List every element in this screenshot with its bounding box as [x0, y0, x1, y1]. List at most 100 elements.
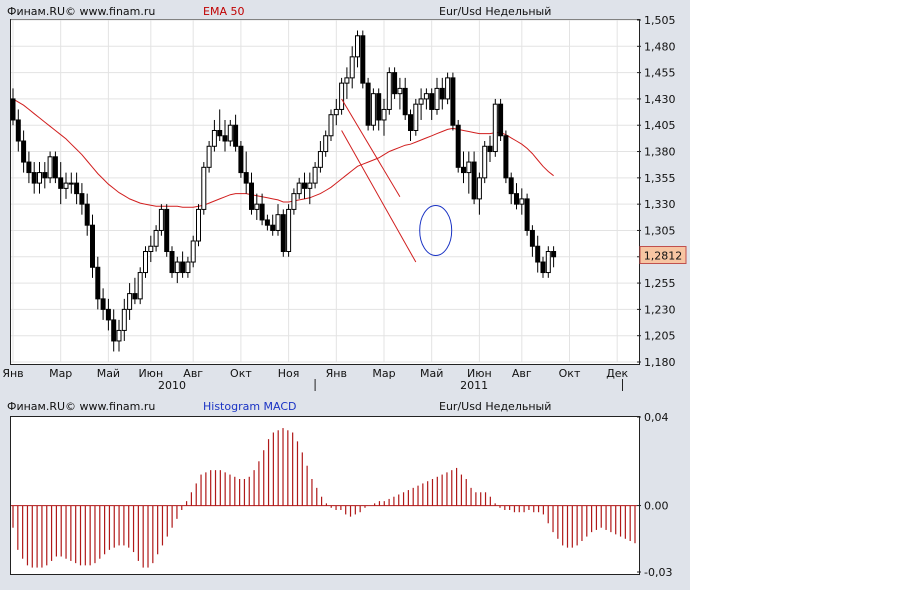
candle-body-down	[439, 87, 445, 100]
candle-body-down	[392, 72, 398, 95]
candle-body-down	[132, 293, 138, 300]
candle-body-up	[370, 93, 376, 126]
price-source-label: Финам.RU© www.finam.ru	[7, 5, 156, 18]
candle	[524, 193, 530, 236]
candle-body-down	[429, 93, 435, 110]
candle-body-down	[360, 35, 366, 84]
candle-body-up	[153, 229, 159, 247]
candle	[132, 277, 138, 305]
candle-body-down	[26, 161, 32, 174]
candle-body-down	[31, 172, 37, 184]
price-tick-label: 1,480	[644, 40, 676, 53]
candle	[514, 183, 519, 210]
last-price-tag-text: 1,2812	[644, 250, 683, 263]
candle	[164, 204, 170, 257]
candle-body-down	[222, 135, 228, 142]
candle	[10, 88, 16, 126]
candle-body-up	[121, 308, 127, 331]
candle-body-up	[37, 172, 42, 184]
candle	[275, 204, 281, 236]
chart-panel: Финам.RU© www.finam.ru EMA 50 Eur/Usd Не…	[0, 0, 690, 590]
candle	[413, 98, 419, 136]
price-tick-label: 1,505	[644, 14, 676, 27]
candle	[545, 246, 551, 278]
candle	[254, 193, 260, 220]
month-tick-label: Июн	[138, 367, 163, 380]
candle-body-up	[328, 114, 334, 137]
candle	[376, 88, 382, 131]
candle-body-up	[47, 156, 53, 179]
macd-tick-label: -0,03	[644, 566, 672, 579]
candle	[21, 130, 27, 173]
candle	[116, 319, 122, 352]
candle-body-up	[63, 182, 69, 189]
candle-body-down	[58, 177, 64, 189]
candle	[227, 119, 233, 147]
highlight-ellipse	[419, 204, 453, 256]
candle	[111, 309, 117, 352]
trendline	[341, 98, 401, 198]
candle	[503, 130, 509, 184]
macd-histogram	[12, 428, 636, 568]
candle-body-down	[105, 308, 111, 321]
macd-instrument-label: Eur/Usd Недельный	[439, 400, 552, 413]
candle	[439, 77, 445, 110]
candle-body-up	[148, 245, 154, 253]
price-tick-label: 1,205	[644, 330, 676, 343]
candle	[365, 77, 371, 131]
candle	[360, 30, 366, 89]
candle-body-up	[397, 87, 403, 95]
candle-body-down	[111, 319, 117, 342]
candle-body-down	[461, 166, 466, 174]
candle	[519, 188, 525, 215]
candle-body-down	[90, 224, 95, 268]
candle-body-up	[254, 203, 260, 210]
candle	[180, 251, 186, 278]
candle-body-up	[211, 129, 217, 147]
candle	[349, 46, 355, 89]
candle-body-down	[21, 140, 27, 163]
candle-body-down	[376, 93, 382, 121]
year-tick-label: 2010	[158, 379, 186, 392]
candle	[185, 256, 191, 278]
candle	[270, 214, 276, 236]
candle-body-down	[264, 219, 270, 226]
candle	[174, 256, 180, 284]
candle	[26, 151, 32, 184]
candle	[196, 204, 201, 247]
candle-body-down	[164, 208, 170, 253]
candle-body-down	[249, 182, 254, 210]
candle	[31, 162, 37, 194]
candle-body-down	[238, 145, 244, 174]
candle	[418, 88, 424, 120]
candle-body-down	[402, 87, 408, 116]
candle-body-down	[529, 229, 535, 247]
candle	[487, 135, 493, 163]
candle-body-up	[317, 151, 323, 168]
candle	[386, 67, 392, 115]
candle	[328, 109, 334, 142]
candle-body-down	[52, 156, 58, 179]
candle	[482, 141, 488, 184]
candle-body-up	[418, 98, 424, 105]
candle-body-up	[201, 166, 207, 210]
price-plot-frame	[10, 19, 640, 365]
candle-body-down	[15, 119, 21, 142]
month-tick-label: Окт	[230, 367, 252, 380]
candle	[95, 256, 101, 310]
candle-body-down	[280, 214, 286, 253]
candle	[153, 225, 159, 252]
candle	[296, 177, 302, 199]
candle	[143, 246, 148, 278]
candle	[217, 109, 223, 142]
candle	[190, 235, 196, 268]
candle	[42, 162, 48, 189]
candle	[264, 214, 270, 231]
month-tick-label: Авг	[183, 367, 203, 380]
candle-body-up	[307, 182, 313, 189]
candle-body-down	[508, 177, 514, 195]
month-tick-label: Янв	[326, 367, 347, 380]
candle-body-up	[386, 72, 392, 110]
ema-indicator-label: EMA 50	[203, 5, 245, 18]
candle-body-up	[413, 103, 419, 131]
